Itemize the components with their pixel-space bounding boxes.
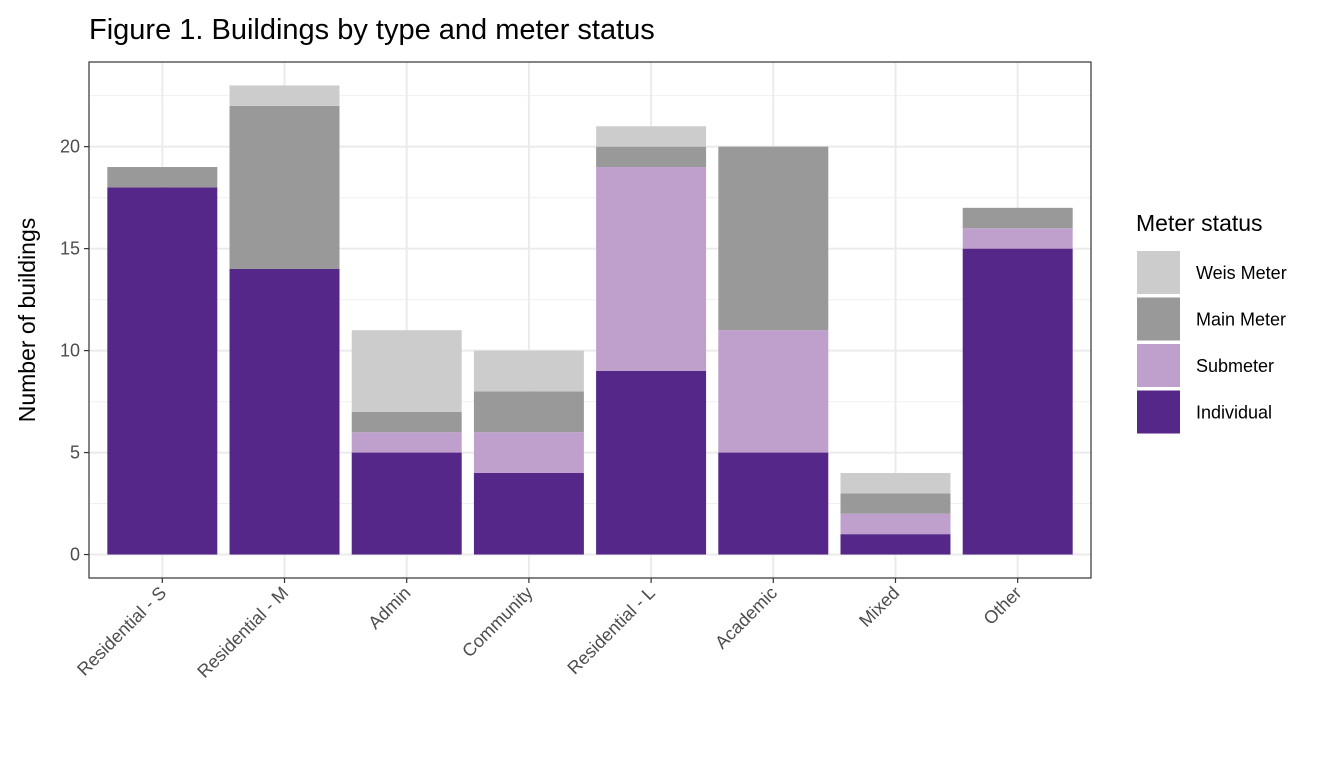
chart-title: Figure 1. Buildings by type and meter st… xyxy=(89,14,655,46)
y-axis-label: Number of buildings xyxy=(14,218,40,423)
bar-main-meter xyxy=(229,105,340,270)
bar-weis-meter xyxy=(351,330,462,412)
bar-main-meter xyxy=(596,146,707,168)
bar-individual xyxy=(229,269,340,555)
legend-label: Individual xyxy=(1196,403,1272,423)
bar-main-meter xyxy=(840,493,951,514)
bar-main-meter xyxy=(962,207,1073,229)
bar-submeter xyxy=(718,330,829,453)
bar-individual xyxy=(962,248,1073,555)
bar-individual xyxy=(840,534,951,555)
y-tick-label: 5 xyxy=(70,443,80,463)
x-tick-label: Community xyxy=(458,583,537,662)
y-axis: 0 5 10 15 20 xyxy=(60,137,89,565)
bar-individual xyxy=(107,187,218,555)
y-tick-label: 10 xyxy=(60,341,80,361)
legend-swatch xyxy=(1137,344,1180,387)
plot-border xyxy=(88,61,1092,579)
bar-main-meter xyxy=(107,167,218,188)
bar-submeter xyxy=(840,513,951,535)
bar-weis-meter xyxy=(229,85,340,106)
x-tick-label: Mixed xyxy=(855,583,903,631)
legend-swatch xyxy=(1137,297,1180,341)
bars xyxy=(107,85,1073,555)
bar-main-meter xyxy=(718,146,829,331)
bar-submeter xyxy=(473,432,584,473)
legend-label: Submeter xyxy=(1196,356,1274,376)
x-tick-label: Residential - S xyxy=(73,583,170,680)
y-tick-label: 0 xyxy=(70,545,80,565)
bar-individual xyxy=(718,452,829,555)
x-axis: Residential - S Residential - M Admin Commu… xyxy=(73,578,1026,682)
bar-main-meter xyxy=(351,411,462,433)
bar-individual xyxy=(596,370,707,555)
bar-weis-meter xyxy=(840,472,951,494)
legend-label: Weis Meter xyxy=(1196,263,1287,283)
legend-swatch xyxy=(1137,390,1180,434)
bar-weis-meter xyxy=(596,126,707,147)
legend-title: Meter status xyxy=(1136,210,1263,236)
x-tick-label: Residential - M xyxy=(193,583,292,682)
bar-submeter xyxy=(596,167,707,371)
bar-main-meter xyxy=(473,391,584,433)
x-tick-label: Other xyxy=(980,583,1026,629)
bar-weis-meter xyxy=(473,350,584,392)
x-tick-label: Admin xyxy=(364,583,414,633)
bar-individual xyxy=(351,452,462,555)
x-tick-label: Residential - L xyxy=(563,583,659,679)
y-tick-label: 20 xyxy=(60,137,80,157)
bar-submeter xyxy=(351,432,462,453)
bar-individual xyxy=(473,472,584,555)
legend-label: Main Meter xyxy=(1196,310,1286,330)
x-tick-label: Academic xyxy=(711,583,781,653)
y-tick-label: 15 xyxy=(60,239,80,259)
legend: Meter status Weis Meter Main Meter Submete… xyxy=(1136,210,1287,434)
legend-swatch xyxy=(1137,251,1180,294)
bar-submeter xyxy=(962,228,1073,249)
